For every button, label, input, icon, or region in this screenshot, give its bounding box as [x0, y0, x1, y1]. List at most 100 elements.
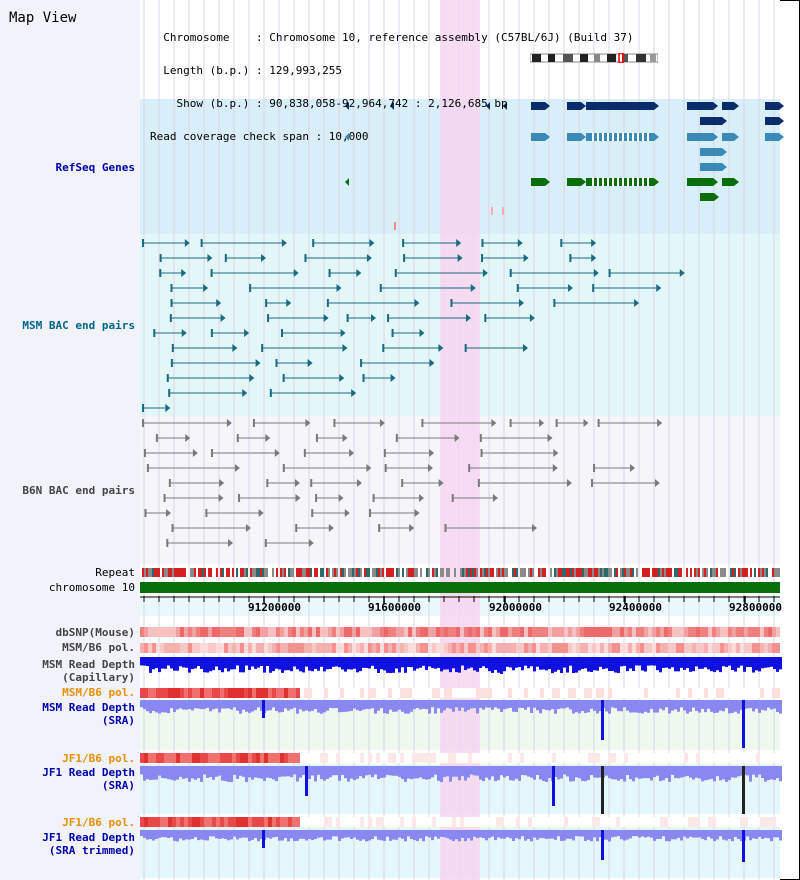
polymorphism-cell	[148, 688, 152, 698]
polymorphism-cell	[736, 688, 740, 698]
track-label-msm-read-depth-capillary[interactable]: MSM Read Depth	[42, 658, 135, 671]
polymorphism-cell	[504, 688, 508, 698]
read-depth-bar	[527, 700, 530, 708]
track-label-jf1-read-depth-trimmed[interactable]: JF1 Read Depth	[42, 831, 135, 844]
polymorphism-cell	[400, 753, 404, 763]
track-label-msm-read-depth-sra[interactable]: MSM Read Depth	[42, 701, 135, 714]
read-depth-bar	[635, 766, 638, 778]
polymorphism-cell	[616, 753, 620, 763]
read-depth-bar	[638, 700, 641, 713]
read-depth-bar	[521, 700, 524, 708]
polymorphism-cell	[536, 688, 540, 698]
axis-tick-label: 92800000	[729, 601, 782, 614]
read-depth-bar	[161, 766, 164, 779]
read-depth-bar	[683, 700, 686, 711]
read-depth-bar	[389, 830, 392, 841]
track-label-jf1-b6-pol-trimmed[interactable]: JF1/B6 pol.	[62, 816, 135, 829]
read-depth-bar	[644, 830, 647, 838]
read-depth-bar	[590, 700, 593, 709]
read-depth-bar	[485, 700, 488, 708]
read-depth-bar	[779, 766, 782, 782]
polymorphism-cell	[292, 643, 296, 653]
track-label-msm-b6-pol-sra[interactable]: MSM/B6 pol.	[62, 686, 135, 699]
polymorphism-cell	[468, 627, 472, 637]
track-label-jf1-b6-pol-sra[interactable]: JF1/B6 pol.	[62, 752, 135, 765]
track-label-jf1-read-depth-sra[interactable]: JF1 Read Depth	[42, 766, 135, 779]
read-depth-bar	[227, 830, 230, 841]
read-depth-bar	[206, 657, 209, 673]
read-depth-bar	[347, 657, 350, 670]
read-depth-bar	[548, 766, 551, 779]
repeat-element	[380, 568, 382, 577]
polymorphism-cell	[680, 817, 684, 827]
repeat-element	[174, 568, 176, 577]
polymorphism-cell	[292, 688, 296, 698]
read-depth-bar	[758, 830, 761, 837]
read-depth-bar	[158, 657, 161, 673]
read-depth-bar	[200, 657, 203, 669]
read-depth-bar	[752, 766, 755, 775]
bac-end-arrow	[232, 344, 238, 352]
read-depth-bar	[323, 700, 326, 713]
track-label-repeat[interactable]: Repeat	[95, 566, 135, 579]
polymorphism-cell	[708, 643, 712, 653]
polymorphism-cell	[492, 817, 496, 827]
gene-feature	[765, 117, 779, 125]
polymorphism-cell	[328, 688, 332, 698]
chromosome-ideogram[interactable]	[530, 53, 658, 63]
polymorphism-cell	[184, 627, 188, 637]
read-depth-spike	[742, 766, 745, 814]
gene-strand-arrow	[734, 178, 739, 186]
read-depth-bar	[686, 830, 689, 839]
polymorphism-cell	[524, 688, 528, 698]
polymorphism-cell	[460, 643, 464, 653]
read-depth-spike	[742, 700, 745, 748]
polymorphism-cell	[728, 643, 732, 653]
read-depth-bar	[533, 830, 536, 838]
read-depth-bar	[242, 657, 245, 673]
polymorphism-cell	[264, 643, 268, 653]
read-depth-bar	[284, 700, 287, 709]
bac-end-marker	[168, 479, 171, 487]
track-label-b6n-bac-end-pairs[interactable]: B6N BAC end pairs	[22, 484, 135, 497]
repeat-element	[178, 568, 180, 577]
polymorphism-cell	[704, 643, 708, 653]
gene-exon-gap	[612, 133, 614, 141]
read-depth-bar	[509, 657, 512, 668]
read-depth-bar	[581, 766, 584, 781]
track-label-dbsnp[interactable]: dbSNP(Mouse)	[55, 626, 135, 639]
repeat-element	[732, 568, 734, 577]
polymorphism-cell	[168, 753, 172, 763]
repeat-element	[716, 568, 718, 577]
read-depth-bar	[596, 766, 599, 778]
read-depth-bar	[347, 830, 350, 838]
polymorphism-cell	[628, 688, 632, 698]
polymorphism-cell	[648, 817, 652, 827]
polymorphism-cell	[364, 753, 368, 763]
read-depth-bar	[335, 657, 338, 667]
bac-end-arrow	[294, 479, 300, 487]
repeat-element	[200, 568, 202, 577]
read-depth-bar	[515, 657, 518, 668]
read-depth-bar	[446, 830, 449, 839]
polymorphism-cell	[164, 688, 168, 698]
read-depth-bar	[413, 830, 416, 841]
track-label-msm-bac-end-pairs[interactable]: MSM BAC end pairs	[22, 319, 135, 332]
track-label-jf1-trimmed-sub: (SRA trimmed)	[48, 844, 135, 857]
gene-strand-arrow	[654, 133, 659, 141]
read-depth-bar	[149, 830, 152, 840]
track-label-msm-b6-pol-capillary[interactable]: MSM/B6 pol.	[62, 641, 135, 654]
bac-end-marker	[142, 419, 145, 427]
read-depth-bar	[623, 700, 626, 708]
read-depth-bar	[677, 766, 680, 779]
polymorphism-cell	[736, 643, 740, 653]
polymorphism-cell	[568, 643, 572, 653]
bac-end-arrow	[454, 434, 460, 442]
polymorphism-cell	[624, 688, 628, 698]
polymorphism-cell	[744, 643, 748, 653]
bac-end-marker	[480, 449, 483, 457]
track-label-refseq-genes[interactable]: RefSeq Genes	[55, 161, 135, 174]
bac-end-arrow	[265, 434, 271, 442]
polymorphism-cell	[412, 817, 416, 827]
